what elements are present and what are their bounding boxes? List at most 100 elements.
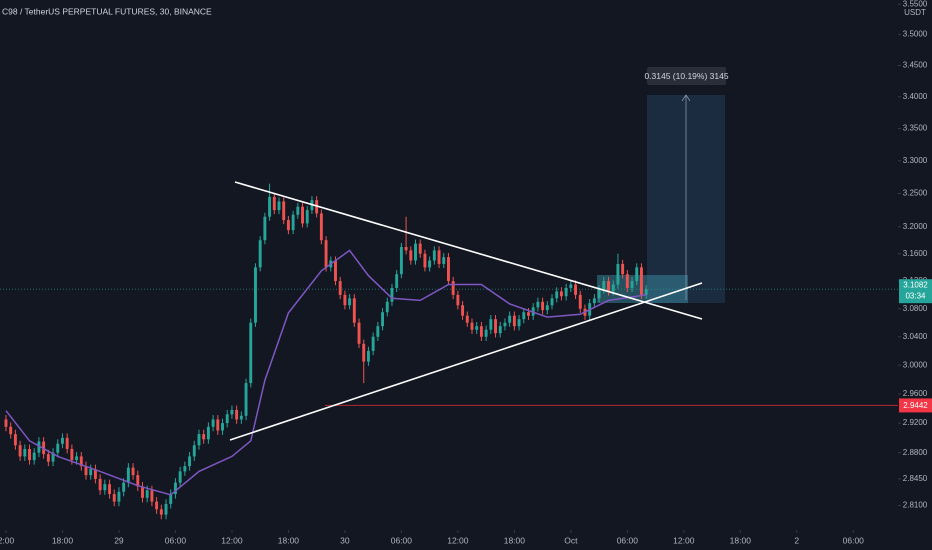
candle-body — [621, 263, 625, 275]
candle-body — [348, 298, 352, 306]
candle-body — [630, 281, 634, 288]
candle-body — [338, 281, 342, 295]
candle-body — [569, 284, 573, 288]
candle-body — [371, 336, 375, 351]
candle-body — [239, 415, 243, 420]
x-tick-label: 18:00 — [504, 535, 526, 545]
y-tick-label: 3.2500 — [903, 189, 928, 198]
symbol-title: C98 / TetherUS PERPETUAL FUTURES, 30, BI… — [2, 6, 212, 16]
x-tick-label: 2 — [794, 535, 799, 545]
candle-body — [479, 326, 483, 337]
candle-body — [305, 210, 309, 224]
candle-body — [451, 281, 455, 295]
y-tick-label: 3.3000 — [903, 156, 928, 165]
currency-label: USDT — [904, 8, 926, 17]
x-tick-label: 06:00 — [165, 535, 187, 545]
y-tick-label: 3.1600 — [903, 249, 928, 258]
candle-body — [159, 509, 163, 515]
y-tick-label: 3.0000 — [903, 360, 928, 369]
x-tick-label: 18:00 — [730, 535, 752, 545]
candle-body — [98, 478, 102, 491]
candle-body — [395, 274, 399, 288]
candle-body — [428, 260, 432, 268]
candle-body — [188, 456, 192, 467]
x-tick-label: 06:00 — [617, 535, 639, 545]
candle-body — [446, 257, 450, 282]
y-tick-label: 2.8450 — [903, 474, 928, 483]
last-price-badge — [899, 279, 932, 304]
alert-price-badge — [899, 398, 932, 413]
candle-body — [197, 434, 201, 446]
candle-body — [639, 267, 643, 295]
candle-body — [28, 448, 31, 461]
candle-body — [578, 294, 582, 309]
candle-body — [456, 294, 460, 306]
y-tick-label: 3.0800 — [903, 304, 928, 313]
x-tick-label: 06:00 — [391, 535, 413, 545]
candle-body — [390, 287, 394, 302]
candle-body — [352, 298, 356, 323]
candle-body — [512, 315, 516, 327]
candle-body — [592, 298, 596, 304]
candle-body — [432, 250, 436, 261]
candle-body — [357, 322, 361, 344]
y-tick-label: 3.5000 — [903, 30, 928, 39]
candle-body — [508, 315, 512, 323]
candle-body — [607, 281, 610, 292]
candle-body — [206, 426, 210, 440]
y-tick-label: 3.5500 — [903, 0, 928, 8]
candle-body — [522, 312, 526, 320]
candle-body — [550, 298, 554, 306]
candle-body — [644, 289, 648, 295]
candle-body — [150, 490, 154, 502]
candle-body — [216, 419, 220, 431]
candle-body — [93, 469, 97, 479]
candle-body — [164, 503, 168, 515]
candle-body — [343, 294, 347, 306]
candle-body — [9, 426, 13, 435]
y-tick-label: 3.4500 — [903, 61, 928, 70]
x-tick-label: 12:00 — [447, 535, 469, 545]
candle-body — [108, 484, 111, 495]
candle-body — [399, 246, 403, 275]
candle-body — [489, 319, 493, 330]
candle-body — [381, 312, 385, 327]
candle-body — [173, 482, 177, 495]
candle-body — [155, 501, 159, 510]
x-tick-label: 06:00 — [843, 535, 865, 545]
candle-body — [319, 213, 323, 241]
candle-body — [103, 484, 107, 491]
candle-body — [268, 196, 272, 217]
candle-body — [616, 263, 620, 285]
candle-body — [470, 322, 474, 330]
candle-body — [517, 319, 521, 327]
candle-body — [169, 494, 173, 504]
candle-body — [541, 301, 545, 311]
x-tick-label: 29 — [114, 535, 124, 545]
candle-body — [334, 260, 337, 282]
candle-body — [611, 284, 615, 292]
candle-body — [442, 257, 446, 264]
candle-body — [559, 291, 563, 297]
countdown-label: 03:34 — [905, 291, 926, 300]
candle-body — [465, 315, 469, 323]
candle-body — [597, 289, 601, 299]
candle-body — [555, 291, 559, 299]
candle-body — [61, 437, 64, 444]
candle-body — [70, 448, 74, 461]
candle-body — [291, 214, 295, 231]
candle-body — [574, 284, 578, 295]
candle-body — [484, 329, 488, 337]
candle-body — [635, 267, 639, 282]
candle-body — [272, 196, 276, 211]
candle-body — [84, 466, 88, 476]
arrow-head — [681, 94, 691, 102]
candle-body — [536, 301, 540, 308]
y-tick-label: 2.9200 — [903, 418, 928, 427]
candle-body — [366, 350, 370, 362]
x-tick-label: 30 — [340, 535, 350, 545]
candle-body — [112, 494, 116, 502]
candle-body — [51, 452, 55, 462]
